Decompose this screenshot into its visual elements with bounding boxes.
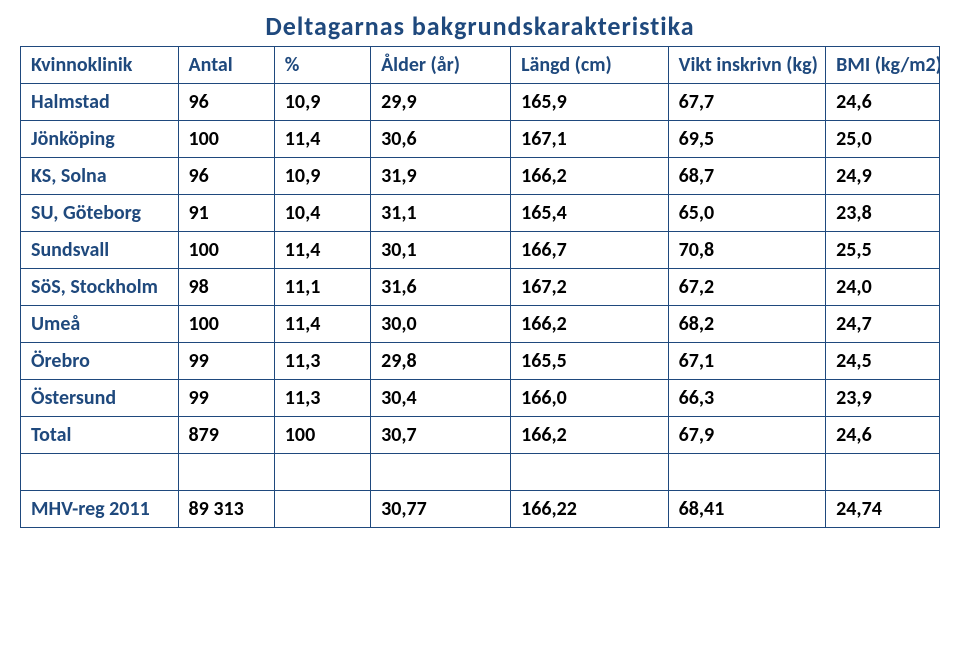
table-cell: 23,9 <box>826 380 940 417</box>
table-row: Total87910030,7166,267,924,6 <box>21 417 940 454</box>
table-cell: 30,1 <box>371 232 511 269</box>
table-col-header: Kvinnoklinik <box>21 47 179 84</box>
table-cell: 68,7 <box>668 158 826 195</box>
table-row: Umeå10011,430,0166,268,224,7 <box>21 306 940 343</box>
table-cell: 67,9 <box>668 417 826 454</box>
table-cell: 167,1 <box>511 121 669 158</box>
table-cell: 30,6 <box>371 121 511 158</box>
row-head: KS, Solna <box>21 158 179 195</box>
table-cell: 165,9 <box>511 84 669 121</box>
table-cell: 96 <box>178 158 274 195</box>
row-head: Total <box>21 417 179 454</box>
table-cell: 30,0 <box>371 306 511 343</box>
table-cell: 29,8 <box>371 343 511 380</box>
table-col-header: Vikt inskrivn (kg) <box>668 47 826 84</box>
row-head: SöS, Stockholm <box>21 269 179 306</box>
row-head: SU, Göteborg <box>21 195 179 232</box>
table-cell: 25,0 <box>826 121 940 158</box>
table-row: SU, Göteborg9110,431,1165,465,023,8 <box>21 195 940 232</box>
table-header-row: KvinnoklinikAntal%Ålder (år)Längd (cm)Vi… <box>21 47 940 84</box>
table-cell: 879 <box>178 417 274 454</box>
table-cell <box>274 491 370 528</box>
table-cell: 24,9 <box>826 158 940 195</box>
table-cell: 65,0 <box>668 195 826 232</box>
table-row: KS, Solna9610,931,9166,268,724,9 <box>21 158 940 195</box>
table-col-header: Ålder (år) <box>371 47 511 84</box>
row-head: Jönköping <box>21 121 179 158</box>
table-cell: 166,0 <box>511 380 669 417</box>
table-cell: 24,7 <box>826 306 940 343</box>
table-row: Örebro9911,329,8165,567,124,5 <box>21 343 940 380</box>
table-row: MHV-reg 201189 313 30,77166,2268,4124,74 <box>21 491 940 528</box>
table-cell: 24,0 <box>826 269 940 306</box>
table-cell: 31,9 <box>371 158 511 195</box>
table-cell: 11,3 <box>274 343 370 380</box>
table-cell: 67,2 <box>668 269 826 306</box>
table-cell: 99 <box>178 380 274 417</box>
table-cell: 30,77 <box>371 491 511 528</box>
table-cell: 24,74 <box>826 491 940 528</box>
table-cell: 24,6 <box>826 417 940 454</box>
table-cell: 99 <box>178 343 274 380</box>
table-col-header: BMI (kg/m2) <box>826 47 940 84</box>
table-col-header: % <box>274 47 370 84</box>
page-title: Deltagarnas bakgrundskarakteristika <box>20 10 940 42</box>
table-row: SöS, Stockholm9811,131,6167,267,224,0 <box>21 269 940 306</box>
row-head: Umeå <box>21 306 179 343</box>
table-cell: 31,1 <box>371 195 511 232</box>
row-head: Östersund <box>21 380 179 417</box>
table-cell: 167,2 <box>511 269 669 306</box>
table-cell: 96 <box>178 84 274 121</box>
table-cell: 100 <box>178 121 274 158</box>
table-row: Halmstad9610,929,9165,967,724,6 <box>21 84 940 121</box>
table-cell: 10,9 <box>274 158 370 195</box>
table-cell: 100 <box>274 417 370 454</box>
row-head: Sundsvall <box>21 232 179 269</box>
table-cell: 30,7 <box>371 417 511 454</box>
table-cell: 166,2 <box>511 158 669 195</box>
table-cell: 98 <box>178 269 274 306</box>
table-cell: 100 <box>178 232 274 269</box>
table-col-header: Längd (cm) <box>511 47 669 84</box>
table-cell: 11,4 <box>274 232 370 269</box>
table-cell: 31,6 <box>371 269 511 306</box>
table-cell: 165,4 <box>511 195 669 232</box>
table-row: Jönköping10011,430,6167,169,525,0 <box>21 121 940 158</box>
table-cell: 166,22 <box>511 491 669 528</box>
table-cell: 91 <box>178 195 274 232</box>
table-cell: 25,5 <box>826 232 940 269</box>
table-cell: 68,2 <box>668 306 826 343</box>
row-head: Örebro <box>21 343 179 380</box>
table-cell: 89 313 <box>178 491 274 528</box>
table-col-header: Antal <box>178 47 274 84</box>
table-cell: 24,6 <box>826 84 940 121</box>
table-cell: 68,41 <box>668 491 826 528</box>
table-cell: 69,5 <box>668 121 826 158</box>
table-cell: 11,1 <box>274 269 370 306</box>
table-cell: 11,4 <box>274 306 370 343</box>
table-cell: 100 <box>178 306 274 343</box>
table-cell: 67,1 <box>668 343 826 380</box>
data-table: KvinnoklinikAntal%Ålder (år)Längd (cm)Vi… <box>20 46 940 528</box>
table-cell: 66,3 <box>668 380 826 417</box>
row-head: Halmstad <box>21 84 179 121</box>
spacer-row <box>21 454 940 491</box>
table-cell: 165,5 <box>511 343 669 380</box>
table-cell: 11,4 <box>274 121 370 158</box>
table-cell: 30,4 <box>371 380 511 417</box>
table-row: Sundsvall10011,430,1166,770,825,5 <box>21 232 940 269</box>
table-cell: 166,7 <box>511 232 669 269</box>
table-cell: 29,9 <box>371 84 511 121</box>
table-cell: 23,8 <box>826 195 940 232</box>
table-row: Östersund9911,330,4166,066,323,9 <box>21 380 940 417</box>
table-cell: 70,8 <box>668 232 826 269</box>
table-cell: 11,3 <box>274 380 370 417</box>
table-cell: 67,7 <box>668 84 826 121</box>
table-cell: 10,4 <box>274 195 370 232</box>
table-cell: 24,5 <box>826 343 940 380</box>
row-head: MHV-reg 2011 <box>21 491 179 528</box>
table-cell: 10,9 <box>274 84 370 121</box>
table-cell: 166,2 <box>511 306 669 343</box>
table-cell: 166,2 <box>511 417 669 454</box>
